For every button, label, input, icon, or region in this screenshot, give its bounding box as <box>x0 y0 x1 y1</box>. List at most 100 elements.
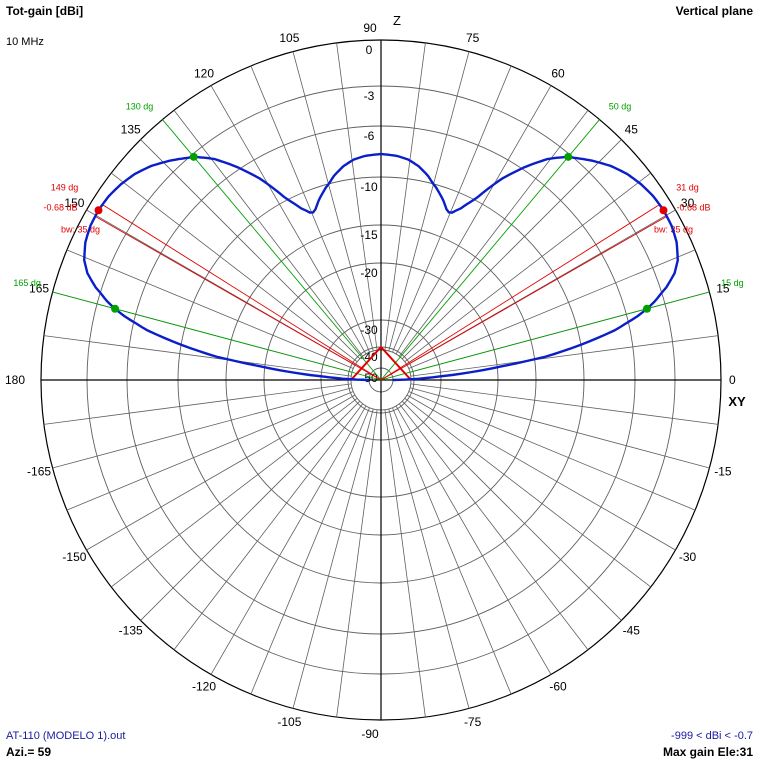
halfpower-label: 15 dg <box>721 278 744 288</box>
chart-title: Tot-gain [dBi] <box>6 4 84 18</box>
gain-range: -999 < dBi < -0.7 <box>671 730 753 742</box>
grid-spoke <box>404 172 651 363</box>
grid-spoke <box>52 387 353 469</box>
angle-tick-label: -90 <box>361 727 379 741</box>
grid-spoke <box>404 397 651 588</box>
radial-tick-label: -6 <box>364 129 375 143</box>
grid-spoke <box>395 85 552 355</box>
grid-spoke <box>406 394 676 551</box>
radial-tick-labels: 0-3-6-10-15-20-30-40-50 <box>360 43 378 385</box>
angle-tick-label: 180 <box>5 373 25 387</box>
angle-tick-label: -120 <box>192 680 216 694</box>
grid-spoke <box>409 387 710 469</box>
angle-tick-label: -15 <box>714 465 732 479</box>
grid-spoke <box>43 335 352 377</box>
grid-spoke <box>384 409 426 718</box>
grid-spoke <box>398 403 589 650</box>
max-angle-label: 31 dg <box>676 182 699 192</box>
halfpower-dot <box>564 152 573 161</box>
grid-spoke <box>401 400 622 621</box>
grid-spoke <box>384 42 426 351</box>
angle-tick-label: 60 <box>551 66 565 80</box>
angle-tick-label: 45 <box>625 123 639 137</box>
grid-spoke <box>408 391 696 511</box>
halfpower-line <box>162 119 382 381</box>
grid-spoke <box>392 65 512 353</box>
max-gain-label: -0.68 dB <box>43 202 77 212</box>
grid-spoke <box>111 172 358 363</box>
angle-tick-label: -105 <box>277 715 301 729</box>
max-beam-line <box>94 215 382 381</box>
halfpower-label: 130 dg <box>126 101 154 111</box>
grid-spoke <box>388 51 470 352</box>
halfpower-dot <box>189 152 198 161</box>
angle-tick-label: 0 <box>729 373 736 387</box>
max-beam-line <box>380 203 661 381</box>
grid-spoke <box>401 139 622 360</box>
grid-spoke <box>392 407 512 695</box>
grid-spoke <box>292 51 374 352</box>
radial-tick-label: -3 <box>364 89 375 103</box>
max-dot <box>659 206 668 215</box>
angle-tick-label: 15 <box>716 281 730 295</box>
grid-spoke <box>250 65 370 353</box>
marker-dots <box>94 152 668 313</box>
halfpower-dot <box>111 304 120 313</box>
angle-tick-label: 150 <box>64 196 84 210</box>
angle-tick-label: -150 <box>62 550 86 564</box>
grid-spoke <box>111 397 358 588</box>
halfpower-dot <box>642 304 651 313</box>
max-beam-line <box>380 215 668 381</box>
angle-tick-label: 75 <box>466 31 480 45</box>
grid-spoke <box>408 249 696 369</box>
grid-spoke <box>210 405 367 675</box>
halfpower-label: 50 dg <box>609 101 632 111</box>
grid-spoke <box>410 383 719 425</box>
grid-spoke <box>140 139 361 360</box>
angle-tick-label: 105 <box>279 31 299 45</box>
grid-spoke <box>140 400 361 621</box>
halfpower-line <box>52 291 382 381</box>
radial-tick-label: -10 <box>360 180 378 194</box>
grid-spoke <box>250 407 370 695</box>
angle-tick-labels: 0153045607590105120135150165180-165-150-… <box>5 21 736 741</box>
xy-axis-label: XY <box>728 394 746 409</box>
grid-spoke <box>388 408 470 709</box>
angle-tick-label: -165 <box>27 465 51 479</box>
radial-tick-label: -50 <box>360 371 378 385</box>
max-bw-label: bw: 35 dg <box>61 224 100 234</box>
grid-spoke <box>43 383 352 425</box>
radial-tick-label: -20 <box>360 266 378 280</box>
plane-label: Vertical plane <box>675 4 753 18</box>
grid-spoke <box>292 408 374 709</box>
angle-spokes <box>41 40 721 720</box>
grid-spoke <box>398 110 589 357</box>
grid-spoke <box>66 391 354 511</box>
angle-tick-label: 30 <box>681 196 695 210</box>
grid-spoke <box>173 403 364 650</box>
halfpower-line <box>380 291 710 381</box>
angle-tick-label: -30 <box>679 550 697 564</box>
beam-markers: 15 dg 50 dg 130 dg 165 dg 31 dg -0.68 dB bw: 3… <box>13 101 744 381</box>
grid-spoke <box>395 405 552 675</box>
angle-tick-label: -135 <box>119 623 143 637</box>
angle-tick-label: 135 <box>121 123 141 137</box>
grid-spoke <box>336 409 378 718</box>
radial-tick-label: -30 <box>360 323 378 337</box>
max-gain-label: -0.68 dB <box>676 202 710 212</box>
frequency-label: 10 MHz <box>6 36 44 48</box>
max-angle-label: 149 dg <box>51 182 79 192</box>
angle-tick-label: -45 <box>623 623 641 637</box>
grid-spoke <box>66 249 354 369</box>
azimuth-readout: Azi.= 59 <box>6 745 52 759</box>
halfpower-label: 165 dg <box>13 278 41 288</box>
angle-tick-label: 165 <box>29 281 49 295</box>
max-beam-line <box>101 203 382 381</box>
file-name: AT-110 (MODELO 1).out <box>6 730 126 742</box>
grid-spoke <box>86 394 356 551</box>
grid-spoke <box>210 85 367 355</box>
angle-tick-label: -60 <box>549 680 567 694</box>
grid-spoke <box>173 110 364 357</box>
halfpower-line <box>380 119 600 381</box>
